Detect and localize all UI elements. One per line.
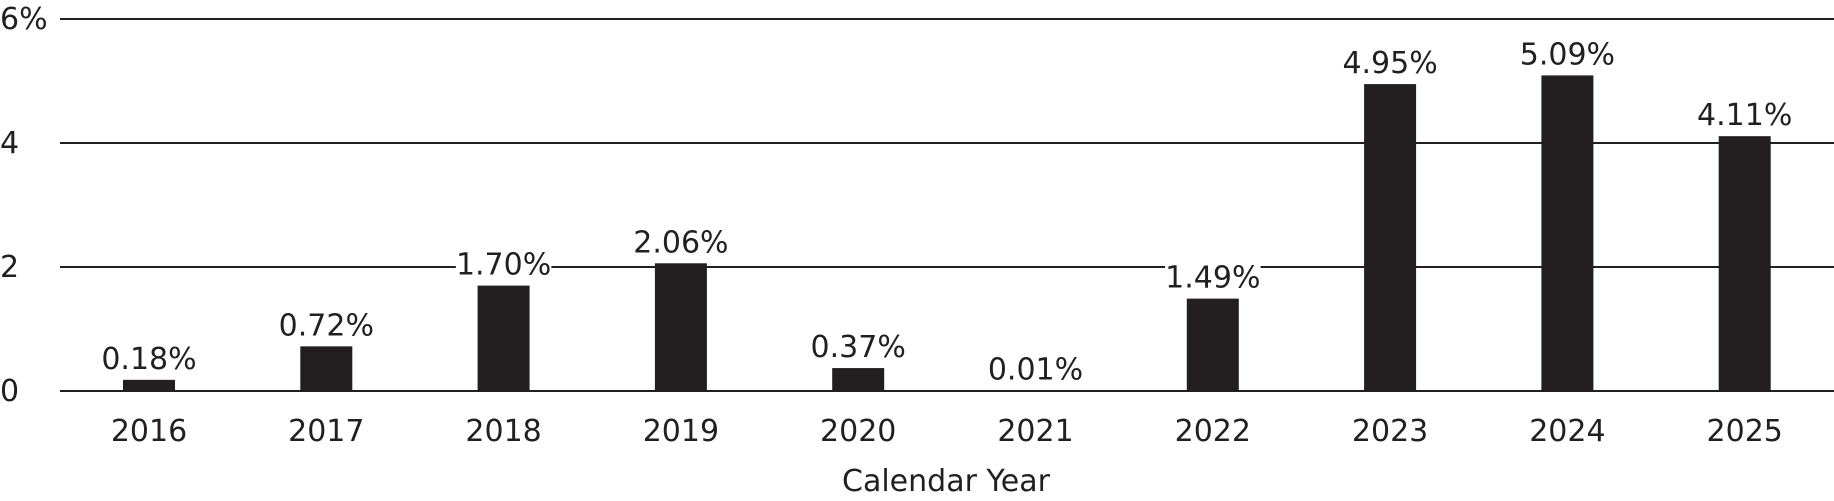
- x-axis-title: Calendar Year: [842, 464, 1051, 499]
- data-label-2017: 0.72%: [279, 308, 374, 343]
- bar-2023: [1364, 84, 1417, 391]
- x-tick-label-2024: 2024: [1529, 414, 1605, 449]
- x-tick-label-2018: 2018: [465, 414, 541, 449]
- x-tick-label-2023: 2023: [1352, 414, 1428, 449]
- bar-2021: [1009, 390, 1062, 391]
- gridlines: [60, 18, 1834, 392]
- y-tick-label: 6%: [0, 2, 48, 37]
- data-label-2022: 1.49%: [1165, 261, 1260, 296]
- y-axis-ticks: 0 2 4 6%: [0, 2, 48, 409]
- data-label-background: [987, 351, 1084, 386]
- x-tick-label-2021: 2021: [997, 414, 1073, 449]
- x-tick-label-2019: 2019: [643, 414, 719, 449]
- data-label-2020: 0.37%: [811, 330, 906, 365]
- data-label-background: [455, 246, 552, 281]
- data-label-background: [810, 329, 906, 364]
- data-label-2018: 1.70%: [456, 248, 551, 283]
- bar-2017: [300, 346, 353, 391]
- data-label-background: [1342, 45, 1438, 80]
- data-label-2019: 2.06%: [633, 225, 728, 260]
- data-label-2021: 0.01%: [988, 352, 1083, 387]
- data-label-background: [1519, 36, 1616, 71]
- bar-2020: [832, 368, 885, 391]
- data-labels: 0.18% 0.72% 1.70% 2.06% 0.37% 0.01% 1.49% 4.95%…: [101, 36, 1793, 387]
- y-tick-label: 2: [0, 250, 19, 285]
- x-tick-label-2016: 2016: [111, 414, 187, 449]
- y-tick-label: 0: [0, 374, 19, 409]
- data-label-2016: 0.18%: [101, 342, 196, 377]
- data-label-background: [1696, 97, 1793, 132]
- bars: [123, 75, 1771, 392]
- bar-2016: [123, 379, 175, 391]
- data-label-2025: 4.11%: [1697, 98, 1792, 133]
- data-label-2023: 4.95%: [1342, 46, 1437, 81]
- x-axis-ticks: 2016 2017 2018 2019 2020 2021 2022 2023 2024 2025: [111, 414, 1783, 449]
- data-label-2024: 5.09%: [1520, 37, 1615, 72]
- data-label-background: [101, 340, 197, 375]
- x-tick-label-2022: 2022: [1175, 414, 1251, 449]
- x-tick-label-2025: 2025: [1707, 414, 1783, 449]
- bar-2024: [1541, 75, 1594, 392]
- x-tick-label-2017: 2017: [288, 414, 364, 449]
- data-label-background: [1165, 259, 1261, 294]
- bar-2019: [654, 263, 707, 391]
- bar-2022: [1186, 298, 1239, 391]
- data-label-background: [633, 224, 729, 259]
- bar-2025: [1718, 136, 1771, 391]
- bar-2018: [477, 285, 530, 391]
- x-tick-label-2020: 2020: [820, 414, 896, 449]
- data-label-background: [278, 307, 375, 342]
- y-tick-label: 4: [0, 126, 19, 161]
